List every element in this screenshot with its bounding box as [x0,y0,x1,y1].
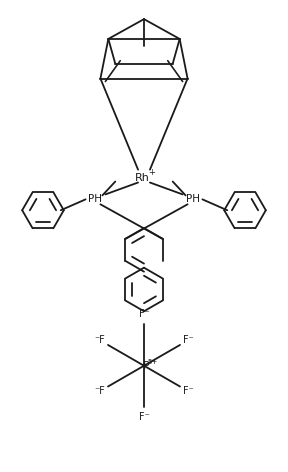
Text: F⁻: F⁻ [183,335,194,345]
Text: ⁻F: ⁻F [94,387,105,396]
Text: F⁻: F⁻ [183,387,194,396]
Text: +: + [149,168,155,177]
Text: PH: PH [88,194,103,204]
Text: P: P [143,361,149,371]
Text: F⁻: F⁻ [139,309,149,319]
Text: ⁻F: ⁻F [94,335,105,345]
Text: 5+: 5+ [148,359,158,365]
Text: F⁻: F⁻ [139,412,149,422]
Text: PH: PH [185,194,200,204]
Text: Rh: Rh [134,173,149,183]
